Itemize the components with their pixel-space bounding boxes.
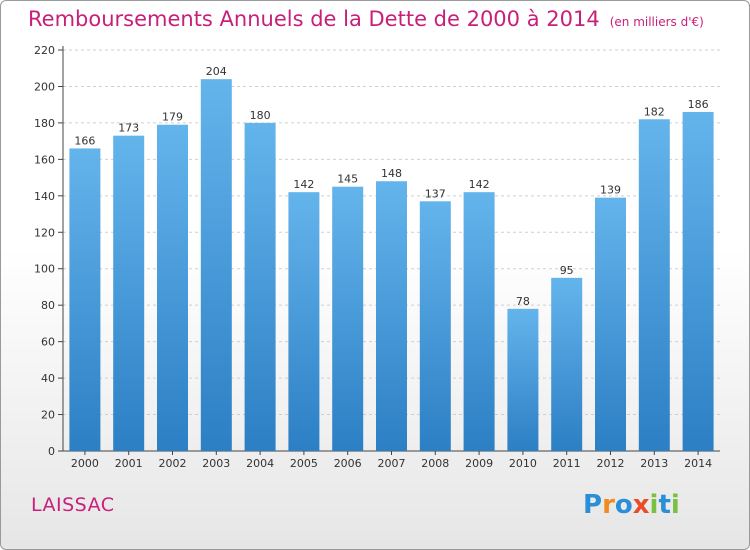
bar-2004[interactable] xyxy=(244,122,276,451)
bar-2008[interactable] xyxy=(419,201,451,451)
logo-letter: r xyxy=(602,490,615,520)
y-tick-label: 100 xyxy=(34,263,55,276)
x-tick-label: 2007 xyxy=(378,457,406,470)
x-tick-label: 2005 xyxy=(290,457,318,470)
x-tick-label: 2012 xyxy=(597,457,625,470)
y-tick-label: 120 xyxy=(34,226,55,239)
bar-2014[interactable] xyxy=(682,111,714,452)
value-label: 145 xyxy=(337,173,358,186)
logo-letter: i xyxy=(649,490,659,520)
chart-subtitle: (en milliers d'€) xyxy=(609,15,704,29)
y-tick-label: 0 xyxy=(48,445,55,458)
bar-2007[interactable] xyxy=(376,181,407,451)
title-row: Remboursements Annuels de la Dette de 20… xyxy=(28,7,704,31)
logo-letter: x xyxy=(632,490,650,520)
x-tick-label: 2009 xyxy=(465,457,493,470)
bar-2009[interactable] xyxy=(463,192,495,451)
value-label: 139 xyxy=(600,184,621,197)
x-tick-label: 2006 xyxy=(334,457,362,470)
bar-2005[interactable] xyxy=(288,192,320,451)
bar-2001[interactable] xyxy=(113,135,145,451)
value-label: 142 xyxy=(293,178,314,191)
value-label: 186 xyxy=(688,98,709,111)
bar-2010[interactable] xyxy=(507,308,539,451)
value-label: 179 xyxy=(162,111,183,124)
y-tick-label: 80 xyxy=(41,299,55,312)
logo-letter: t xyxy=(658,490,671,520)
x-tick-label: 2002 xyxy=(159,457,187,470)
y-tick-label: 180 xyxy=(34,117,55,130)
x-tick-label: 2004 xyxy=(246,457,274,470)
proxiti-logo[interactable]: Proxiti xyxy=(583,490,680,520)
value-label: 95 xyxy=(560,264,574,277)
value-label: 137 xyxy=(425,187,446,200)
value-label: 180 xyxy=(250,109,271,122)
y-tick-label: 220 xyxy=(34,44,55,57)
x-tick-label: 2003 xyxy=(202,457,230,470)
x-tick-label: 2008 xyxy=(421,457,449,470)
y-tick-label: 140 xyxy=(34,190,55,203)
bar-2000[interactable] xyxy=(69,148,101,451)
bar-2003[interactable] xyxy=(200,79,232,451)
bar-2002[interactable] xyxy=(157,124,188,452)
x-tick-label: 2001 xyxy=(115,457,143,470)
labels: 0 20 40 60 80 100 120 140 160 180 200 220 166 2000 173… xyxy=(34,44,712,470)
bars xyxy=(69,79,714,452)
x-tick-label: 2013 xyxy=(640,457,668,470)
y-tick-label: 20 xyxy=(41,409,55,422)
y-tick-label: 200 xyxy=(34,80,55,93)
value-label: 166 xyxy=(74,134,95,147)
x-tick-label: 2000 xyxy=(71,457,99,470)
x-tick-label: 2014 xyxy=(684,457,712,470)
value-label: 142 xyxy=(469,178,490,191)
value-label: 78 xyxy=(516,295,530,308)
bar-2006[interactable] xyxy=(332,186,364,452)
y-tick-label: 160 xyxy=(34,153,55,166)
value-label: 148 xyxy=(381,167,402,180)
bar-2012[interactable] xyxy=(595,197,626,451)
logo-letter: o xyxy=(614,490,633,520)
value-label: 182 xyxy=(644,105,665,118)
bar-2011[interactable] xyxy=(551,277,583,451)
y-tick-label: 60 xyxy=(41,336,55,349)
logo-letter: i xyxy=(670,490,680,520)
logo-letter: P xyxy=(583,490,603,520)
x-tick-label: 2011 xyxy=(553,457,581,470)
bar-2013[interactable] xyxy=(638,119,670,451)
value-label: 204 xyxy=(206,65,227,78)
y-tick-label: 40 xyxy=(41,372,55,385)
commune-name: LAISSAC xyxy=(31,494,115,516)
chart-title: Remboursements Annuels de la Dette de 20… xyxy=(28,7,600,31)
value-label: 173 xyxy=(118,122,139,135)
x-tick-label: 2010 xyxy=(509,457,537,470)
